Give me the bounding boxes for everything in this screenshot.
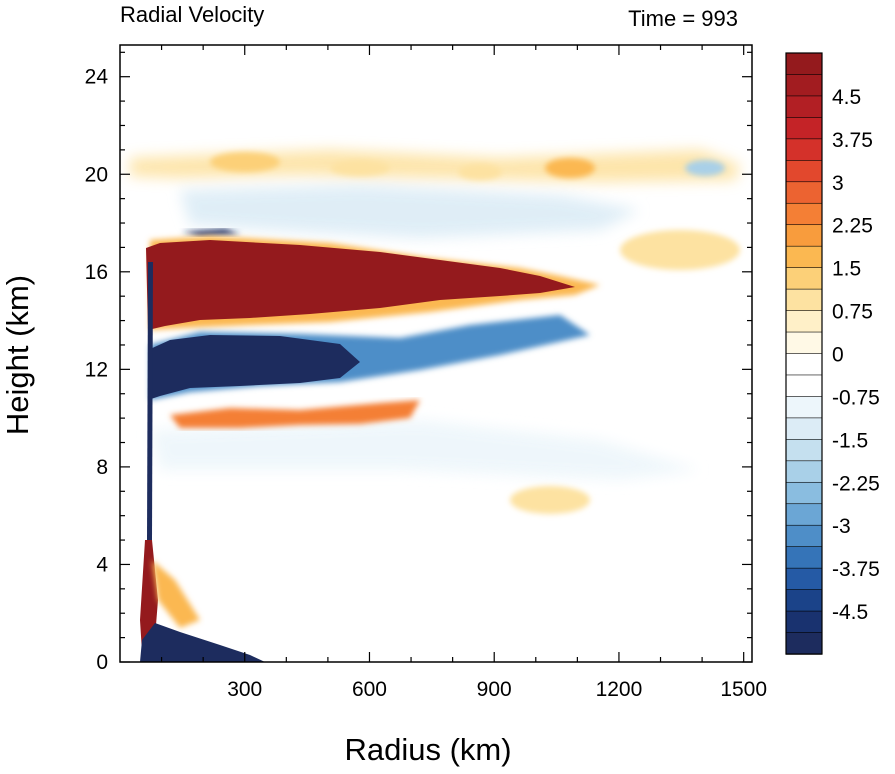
x-tick-label: 1200 — [596, 678, 643, 701]
colorbar-swatch — [785, 374, 823, 398]
upper-positive-spot-a — [210, 152, 280, 172]
colorbar-swatch — [785, 589, 823, 612]
colorbar-swatch — [785, 95, 823, 119]
plot-frame — [119, 44, 753, 663]
velocity-field — [130, 150, 740, 662]
colorbar-swatch — [785, 632, 823, 655]
upper-negative-spot — [685, 160, 725, 176]
colorbar-swatch — [785, 117, 823, 140]
colorbar-swatch — [785, 245, 823, 269]
colorbar-swatch — [785, 310, 823, 333]
colorbar-swatch — [785, 396, 823, 419]
eyewall-halo — [152, 560, 200, 628]
x-axis-ticks: 300 600 900 1200 1500 — [160, 45, 767, 701]
x-tick-label: 600 — [352, 678, 387, 701]
x-tick-label: 300 — [227, 678, 262, 701]
midlevel-outward-band — [170, 400, 420, 428]
colorbar-label: 0.75 — [832, 301, 873, 324]
colorbar-label: 3.75 — [832, 129, 873, 152]
y-tick-label: 0 — [96, 651, 108, 674]
colorbar-label: -4.5 — [832, 601, 868, 624]
inflow-lobe — [148, 335, 360, 400]
colorbar-label: -3.75 — [832, 558, 880, 581]
colorbar-swatch — [785, 74, 823, 97]
right-positive-patch — [510, 486, 590, 514]
x-axis-label: Radius (km) — [344, 732, 511, 767]
y-tick-label: 8 — [96, 456, 108, 479]
colorbar-swatch — [785, 353, 823, 376]
upper-negative-patches — [180, 185, 640, 238]
boundary-inflow — [140, 623, 265, 662]
colorbar-swatch — [785, 288, 823, 312]
chart-title-right: Time = 993 — [628, 6, 738, 31]
y-tick-label: 20 — [85, 163, 108, 186]
colorbar-swatch — [785, 481, 823, 505]
x-tick-label: 900 — [477, 678, 512, 701]
colorbar-swatch — [785, 524, 823, 548]
y-tick-label: 16 — [85, 261, 108, 284]
y-tick-label: 12 — [85, 358, 108, 381]
colorbar-swatch — [785, 52, 823, 76]
colorbar-swatch — [785, 567, 823, 591]
y-axis-ticks: 0 4 8 12 16 20 24 — [85, 51, 752, 674]
colorbar-label: 3 — [832, 172, 844, 195]
colorbar-swatch — [785, 202, 823, 226]
colorbar-label: -0.75 — [832, 386, 880, 409]
y-tick-label: 4 — [96, 553, 108, 576]
colorbar-swatch — [785, 181, 823, 204]
upper-inflow-streak — [182, 229, 240, 236]
mid-negative-wisps — [150, 420, 700, 480]
y-tick-label: 24 — [85, 66, 109, 89]
outflow-jet — [146, 240, 575, 330]
colorbar-swatch — [785, 267, 823, 290]
colorbar: 4.5 3.75 3 2.25 1.5 0.75 0 -0.75 -1.5 -2.25 -3 -3.7… — [785, 52, 880, 655]
colorbar-swatch — [785, 138, 823, 162]
colorbar-label: -2.25 — [832, 472, 880, 495]
eyewall-negative-line — [147, 262, 153, 540]
upper-right-positive — [620, 230, 740, 270]
colorbar-swatch — [785, 503, 823, 526]
colorbar-swatch — [785, 160, 823, 183]
colorbar-swatch — [785, 546, 823, 569]
colorbar-label: -3 — [832, 515, 851, 538]
upper-positive-spot-b — [545, 158, 595, 178]
colorbar-label: -1.5 — [832, 429, 868, 452]
chart-title-left: Radial Velocity — [120, 2, 264, 27]
y-axis-label: Height (km) — [0, 275, 35, 435]
colorbar-label: 1.5 — [832, 258, 861, 281]
colorbar-swatch — [785, 460, 823, 483]
upper-positive-spot-c — [330, 160, 390, 176]
colorbar-swatch — [785, 610, 823, 634]
colorbar-swatch — [785, 439, 823, 462]
colorbar-label: 0 — [832, 344, 844, 367]
x-tick-label: 1500 — [720, 678, 767, 701]
colorbar-swatch — [785, 417, 823, 441]
colorbar-label: 4.5 — [832, 86, 861, 109]
colorbar-frame — [785, 52, 823, 655]
upper-positive-spot-d — [458, 164, 502, 180]
colorbar-label: 2.25 — [832, 215, 873, 238]
colorbar-swatch — [785, 224, 823, 247]
colorbar-swatch — [785, 331, 823, 355]
